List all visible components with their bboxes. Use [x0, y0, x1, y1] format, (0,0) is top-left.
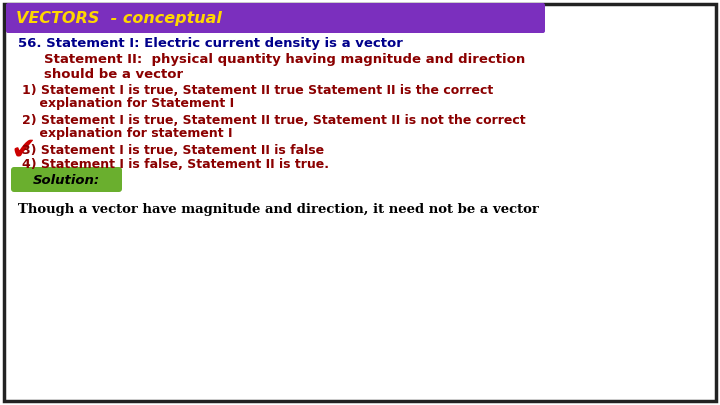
FancyBboxPatch shape: [6, 3, 545, 33]
Text: 2) Statement I is true, Statement II true, Statement II is not the correct: 2) Statement I is true, Statement II tru…: [22, 113, 526, 126]
FancyBboxPatch shape: [4, 4, 716, 401]
Text: Statement II:  physical quantity having magnitude and direction: Statement II: physical quantity having m…: [44, 53, 526, 66]
Text: 3) Statement I is true, Statement II is false: 3) Statement I is true, Statement II is …: [22, 143, 324, 156]
Text: Though a vector have magnitude and direction, it need not be a vector: Though a vector have magnitude and direc…: [18, 203, 539, 217]
Text: explanation for statement I: explanation for statement I: [22, 126, 233, 139]
Text: 56. Statement I: Electric current density is a vector: 56. Statement I: Electric current densit…: [18, 36, 403, 49]
FancyBboxPatch shape: [11, 167, 122, 192]
Text: VECTORS  - conceptual: VECTORS - conceptual: [16, 11, 222, 26]
Text: Solution:: Solution:: [32, 173, 99, 186]
Text: 4) Statement I is false, Statement II is true.: 4) Statement I is false, Statement II is…: [22, 158, 329, 171]
Text: 1) Statement I is true, Statement II true Statement II is the correct: 1) Statement I is true, Statement II tru…: [22, 85, 493, 98]
Text: ✔: ✔: [10, 136, 35, 164]
Text: explanation for Statement I: explanation for Statement I: [22, 98, 234, 111]
Text: should be a vector: should be a vector: [44, 68, 183, 81]
